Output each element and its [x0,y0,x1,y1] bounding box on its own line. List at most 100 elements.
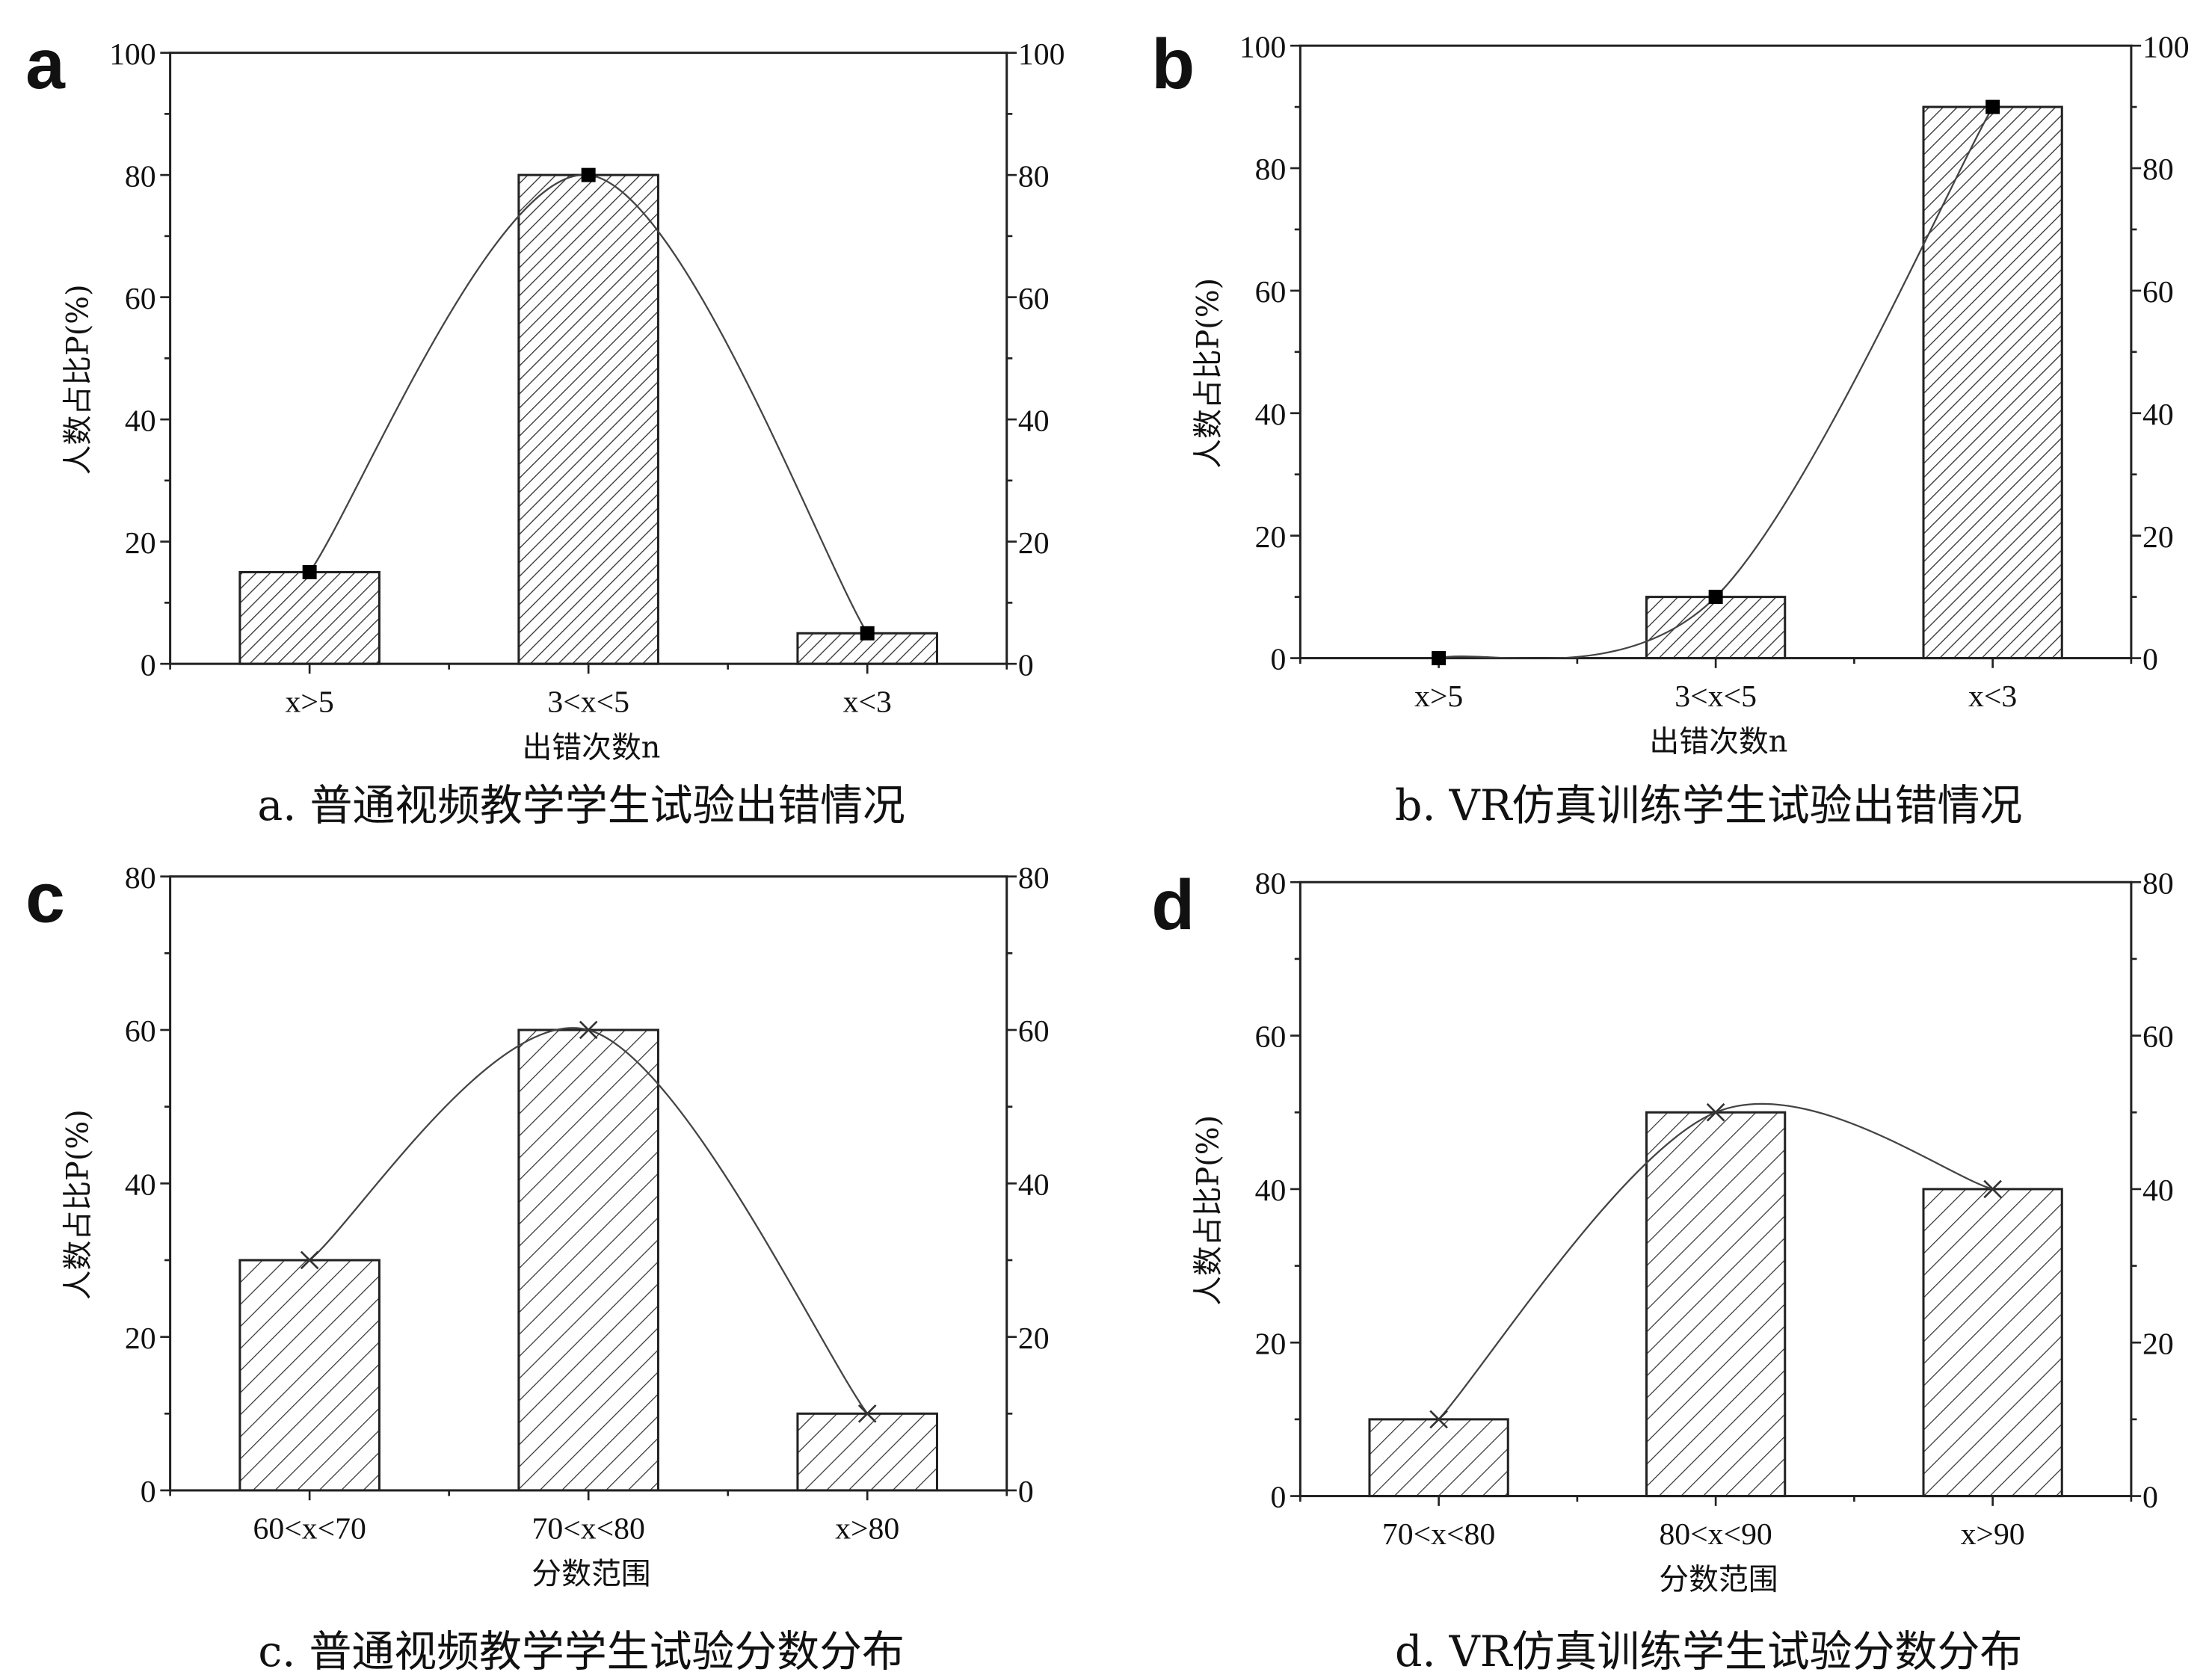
data-point-70<x<80 [1429,1410,1448,1429]
y-tick-label-right: 20 [1018,1321,1050,1356]
y-tick-label-right: 100 [1018,37,1065,72]
y-tick-label-right: 40 [1018,1167,1050,1202]
x-tick-label: 70<x<80 [532,1511,644,1546]
y-tick-label-left: 100 [109,37,156,72]
bar-60<x<70 [238,1259,381,1492]
x-axis-label: 分数范围 [1659,1563,1778,1597]
y-tick-label-left: 20 [1255,520,1287,555]
bar-x>90 [1922,1188,2063,1498]
y-tick-label-left: 20 [1255,1327,1287,1361]
bar-80<x<90 [1645,1111,1787,1498]
y-tick-label-left: 60 [1255,1020,1287,1055]
y-tick-label-right: 80 [1018,159,1050,194]
y-tick-label-left: 80 [1255,866,1287,901]
x-tick-label: x<3 [1968,679,2017,714]
x-tick-label: 60<x<70 [253,1511,366,1546]
bar-70<x<80 [517,1028,659,1492]
panel-caption: b. VR仿真训练学生试验出错情况 [1395,781,2022,830]
y-tick-label-left: 0 [1271,1481,1287,1515]
data-point-60<x<70 [300,1250,319,1270]
x-tick-label: 80<x<90 [1659,1517,1772,1552]
y-tick-label-right: 80 [2142,152,2174,187]
y-axis-label: 人数占比P(%) [1191,278,1225,469]
panel-letter: c [25,858,65,937]
y-tick-label-right: 0 [1018,1475,1034,1509]
y-tick-label-right: 0 [2142,1481,2158,1515]
bar-3<x<5 [517,173,659,665]
y-tick-label-right: 60 [1018,282,1050,316]
y-tick-label-right: 40 [2142,1173,2174,1208]
y-tick-label-right: 40 [1018,404,1050,438]
y-tick-label-left: 80 [1255,152,1287,187]
x-tick-label: x>5 [1414,679,1463,714]
chart-panel-c: 0 0 20 20 40 40 60 60 80 80 60<x<70 70<x<80 x>80 分数范围… [25,858,1049,1675]
panel-letter: d [1151,866,1195,945]
chart-panel-d: 0 0 20 20 40 40 60 60 80 80 70<x<80 80<x<90 x>90 分数范围… [1151,866,2174,1675]
y-tick-label-left: 60 [1255,275,1287,309]
x-axis-label: 出错次数n [1649,725,1787,759]
x-axis-label: 分数范围 [532,1557,650,1591]
y-tick-label-left: 0 [141,1475,156,1509]
y-tick-label-left: 60 [125,282,156,316]
y-tick-label-left: 60 [125,1014,156,1049]
panel-caption: c. 普通视频教学学生试验分数分布 [258,1627,905,1675]
y-tick-label-right: 20 [1018,526,1050,561]
data-point-x<3 [860,626,875,641]
y-tick-label-right: 100 [2142,30,2190,64]
data-point-3<x<5 [1708,590,1723,605]
chart-panel-a: 0 0 20 20 40 40 60 60 80 80 100 100 x>5 3<x<5 x<3 出错次数n… [25,25,1065,830]
trend-line [1438,1102,1993,1420]
y-tick-label-left: 0 [1271,643,1287,677]
panel-letter: b [1151,25,1195,104]
data-point-x>80 [857,1404,877,1423]
y-tick-label-left: 40 [1255,398,1287,432]
y-tick-label-left: 40 [1255,1173,1287,1208]
x-tick-label: 3<x<5 [1675,679,1757,714]
y-axis-label: 人数占比P(%) [1191,1115,1225,1306]
y-tick-label-left: 0 [141,648,156,682]
data-point-x>5 [1432,651,1447,666]
panel-caption: a. 普通视频教学学生试验出错情况 [257,781,905,830]
x-tick-label: 3<x<5 [547,685,629,720]
y-tick-label-left: 80 [125,861,156,895]
data-point-x>5 [302,565,317,579]
trend-line [1438,106,1994,658]
chart-panel-b: 0 0 20 20 40 40 60 60 80 80 100 100 x>5 3<x<5 x<3 出错次数n… [1151,25,2189,830]
y-tick-label-left: 20 [125,1321,156,1356]
panel-letter: a [25,25,66,104]
data-point-3<x<5 [581,167,596,182]
x-tick-label: x<3 [843,685,892,720]
y-tick-label-right: 80 [2142,866,2174,901]
x-tick-label: 70<x<80 [1382,1517,1495,1552]
bar-x<3 [1922,105,2063,660]
y-tick-label-left: 100 [1239,30,1287,64]
bar-3<x<5 [1645,596,1787,660]
bar-x>80 [796,1412,938,1492]
x-tick-label: x>5 [286,685,334,720]
bar-70<x<80 [1368,1418,1509,1498]
x-axis-label: 出错次数n [522,730,660,765]
y-tick-label-left: 40 [125,404,156,438]
x-tick-label: x>90 [1961,1517,2025,1552]
y-tick-label-right: 60 [1018,1014,1050,1049]
y-tick-label-right: 20 [2142,1327,2174,1361]
data-point-70<x<80 [579,1020,598,1040]
bar-x>5 [238,570,381,665]
y-tick-label-right: 0 [2142,643,2158,677]
y-tick-label-left: 40 [125,1167,156,1202]
y-tick-label-left: 20 [125,526,156,561]
data-point-x>90 [1983,1179,2002,1199]
y-tick-label-right: 0 [1018,648,1034,682]
data-point-80<x<90 [1706,1102,1725,1122]
y-tick-label-right: 20 [2142,520,2174,555]
y-tick-label-right: 60 [2142,275,2174,309]
y-axis-label: 人数占比P(%) [61,1109,96,1300]
y-tick-label-right: 80 [1018,861,1050,895]
x-tick-label: x>80 [835,1511,899,1546]
y-tick-label-right: 40 [2142,398,2174,432]
y-axis-label: 人数占比P(%) [61,284,96,475]
data-point-x<3 [1985,99,2000,114]
y-tick-label-right: 60 [2142,1020,2174,1055]
panel-caption: d. VR仿真训练学生试验分数分布 [1395,1627,2022,1675]
